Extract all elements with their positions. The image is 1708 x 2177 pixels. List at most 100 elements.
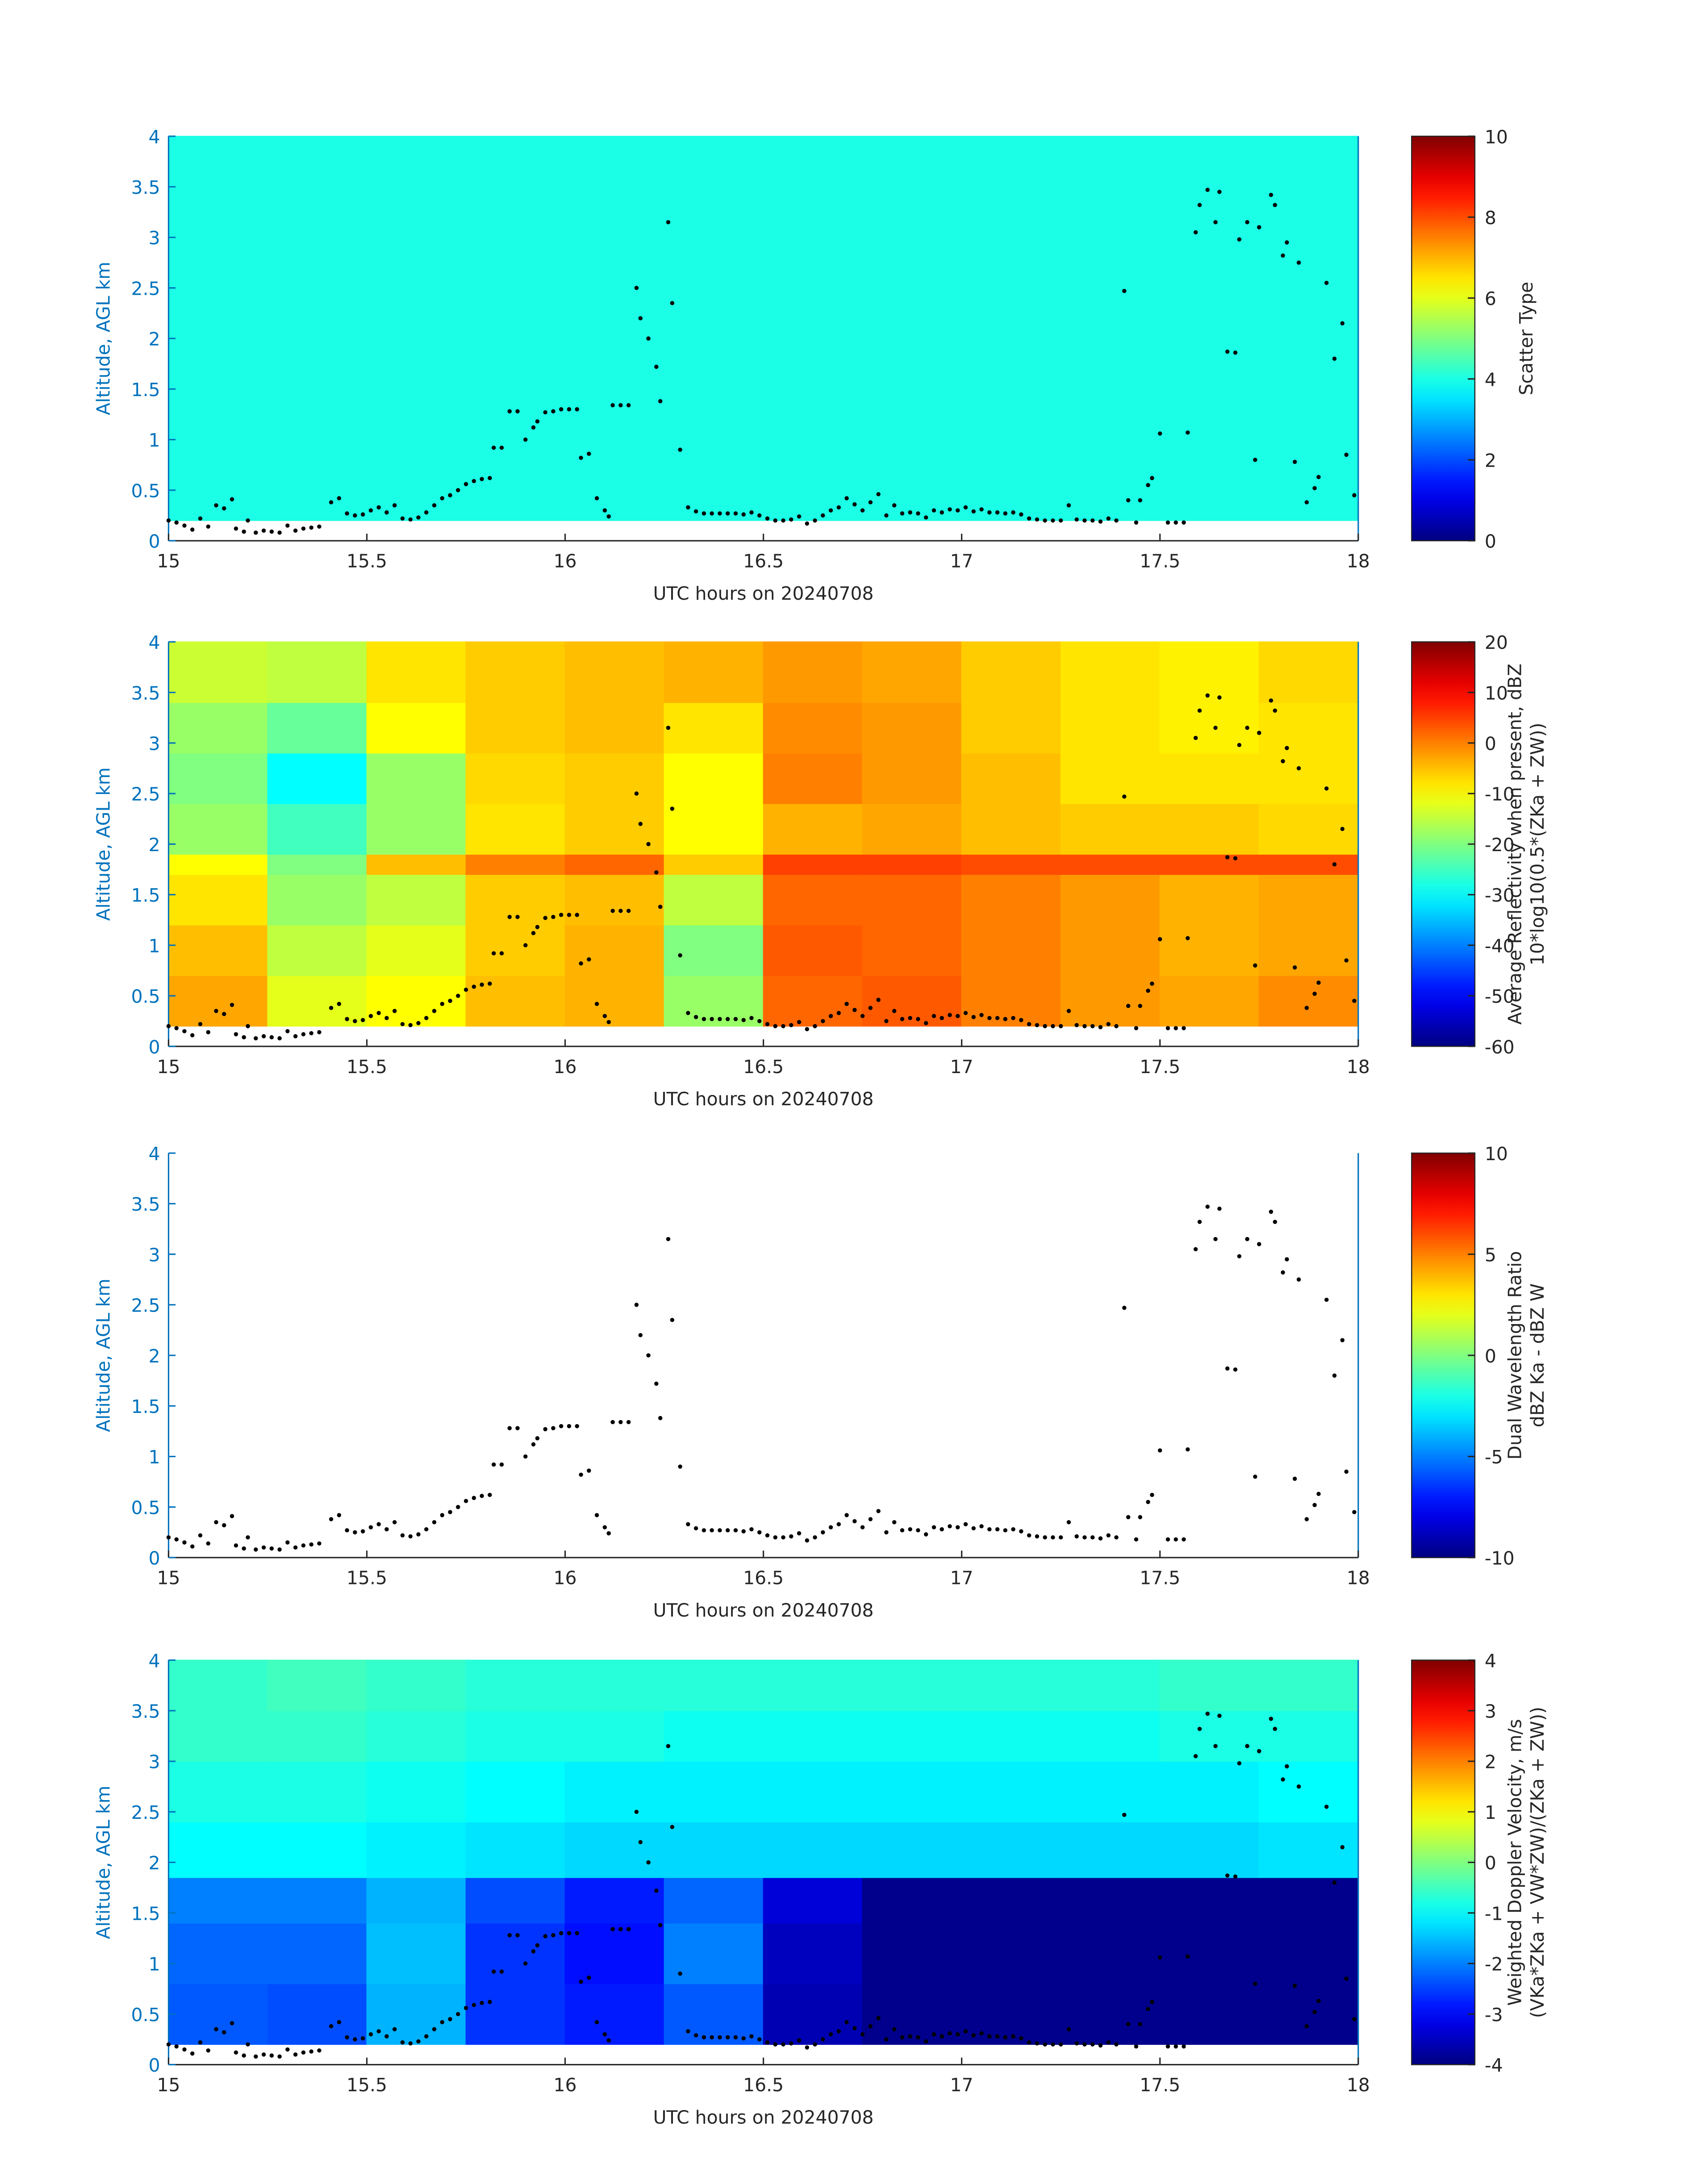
cloud-base-point xyxy=(254,1547,258,1552)
cloud-base-point xyxy=(1165,520,1170,525)
heatmap-cell xyxy=(564,1983,665,2045)
colorbar-tick-label: -4 xyxy=(1485,2055,1503,2076)
cloud-base-point xyxy=(285,2047,290,2052)
cloud-base-point xyxy=(531,931,536,936)
cloud-base-point xyxy=(491,1462,496,1467)
y-tick-label: 1 xyxy=(149,430,160,451)
heatmap-cell xyxy=(961,853,1061,875)
cloud-base-point xyxy=(440,496,444,501)
cloud-base-point xyxy=(392,503,397,508)
cloud-base-point xyxy=(206,1030,210,1035)
cloud-base-point xyxy=(868,1006,873,1010)
cloud-base-point xyxy=(488,2000,492,2004)
y-tick-label: 3.5 xyxy=(131,682,160,704)
cloud-base-point xyxy=(1011,2034,1015,2039)
cloud-base-point xyxy=(979,2031,984,2035)
cloud-base-point xyxy=(765,1022,770,1027)
heatmap-cell xyxy=(366,1710,467,1762)
heatmap-cell xyxy=(465,803,566,855)
colorbar-tick-label: 0 xyxy=(1485,1852,1496,1874)
cloud-base-point xyxy=(956,508,960,513)
heatmap-cell xyxy=(763,924,863,976)
cloud-base-point xyxy=(1098,1025,1103,1029)
cloud-base-point xyxy=(634,286,639,290)
cloud-base-point xyxy=(733,2035,738,2039)
cloud-base-point xyxy=(805,2045,810,2050)
colorbar-tick-label: -10 xyxy=(1485,784,1515,805)
heatmap-cell xyxy=(664,874,764,926)
heatmap-cell xyxy=(1258,874,1359,926)
cloud-base-point xyxy=(1058,1024,1063,1028)
colorbar-label: Weighted Doppler Velocity, m/s xyxy=(1504,1719,1526,2006)
cloud-base-point xyxy=(174,1026,179,1031)
cloud-base-point xyxy=(995,1527,1000,1532)
cloud-base-point xyxy=(587,1975,591,1980)
y-tick-label: 1.5 xyxy=(131,379,160,401)
heatmap-cell xyxy=(862,1877,962,1924)
cloud-base-point xyxy=(1352,2017,1357,2022)
cloud-base-point xyxy=(1197,708,1202,713)
cloud-base-point xyxy=(1332,862,1337,867)
x-tick-label: 15.5 xyxy=(347,1056,387,1078)
cloud-base-point xyxy=(337,1513,342,1517)
heatmap-cell xyxy=(564,1922,665,1985)
cloud-base-point xyxy=(408,517,413,522)
cloud-base-point xyxy=(1035,2041,1040,2046)
cloud-base-point xyxy=(733,511,738,516)
cloud-base-point xyxy=(1292,1476,1297,1481)
cloud-base-point xyxy=(1237,1254,1242,1258)
cloud-base-point xyxy=(1106,516,1111,521)
x-tick-label: 16.5 xyxy=(743,551,784,572)
heatmap-cell xyxy=(1060,874,1161,926)
cloud-base-point xyxy=(1197,1726,1202,1731)
cloud-base-point xyxy=(1186,1447,1190,1452)
cloud-base-point xyxy=(301,1032,306,1036)
cloud-base-point xyxy=(1312,2010,1317,2014)
x-tick-label: 16 xyxy=(554,551,577,572)
cloud-base-point xyxy=(718,2035,722,2039)
heatmap-cell xyxy=(168,1922,268,1985)
cloud-base-point xyxy=(384,1016,389,1020)
heatmap-cell xyxy=(1159,924,1260,976)
heatmap-cell xyxy=(1159,641,1260,703)
cloud-base-point xyxy=(781,2042,785,2047)
y-tick-label: 3.5 xyxy=(131,1194,160,1215)
colorbar-tick-label: 0 xyxy=(1485,1345,1496,1367)
x-tick-label: 15 xyxy=(157,2074,180,2096)
heatmap-cell xyxy=(564,1761,665,1822)
cloud-base-point xyxy=(230,497,234,501)
cloud-base-point xyxy=(587,451,591,456)
cloud-base-point xyxy=(456,994,460,998)
cloud-base-point xyxy=(979,1013,984,1017)
heatmap-cell xyxy=(961,1922,1061,1985)
cloud-base-point xyxy=(1269,192,1274,197)
cloud-base-point xyxy=(515,915,520,919)
colorbar-label: dBZ Ka - dBZ W xyxy=(1527,1283,1548,1427)
heatmap-cell xyxy=(168,874,268,926)
cloud-base-point xyxy=(384,2034,389,2039)
cloud-base-point xyxy=(781,1535,785,1540)
y-tick-label: 2 xyxy=(149,1852,160,1874)
cloud-base-point xyxy=(1138,498,1143,503)
y-tick-label: 3 xyxy=(149,1751,160,1773)
heatmap-cell xyxy=(664,1659,764,1711)
cloud-base-point xyxy=(765,2040,770,2045)
heatmap-cell xyxy=(1060,641,1161,703)
cloud-base-point xyxy=(900,2035,905,2039)
cloud-base-point xyxy=(1035,517,1040,522)
cloud-base-point xyxy=(1205,693,1210,698)
cloud-base-point xyxy=(1035,1534,1040,1539)
heatmap-cell xyxy=(961,1710,1061,1762)
cloud-base-point xyxy=(678,447,682,452)
x-tick-label: 17 xyxy=(950,551,973,572)
cloud-base-point xyxy=(702,511,706,516)
heatmap-cell xyxy=(664,752,764,804)
heatmap-cell xyxy=(267,975,367,1027)
cloud-base-point xyxy=(234,526,238,531)
cloud-base-point xyxy=(1066,503,1071,508)
cloud-base-point xyxy=(543,915,547,920)
cloud-base-point xyxy=(1213,1744,1218,1748)
cloud-base-point xyxy=(1332,356,1337,361)
colorbar-tick-label: -40 xyxy=(1485,935,1515,957)
y-tick-label: 2.5 xyxy=(131,784,160,805)
